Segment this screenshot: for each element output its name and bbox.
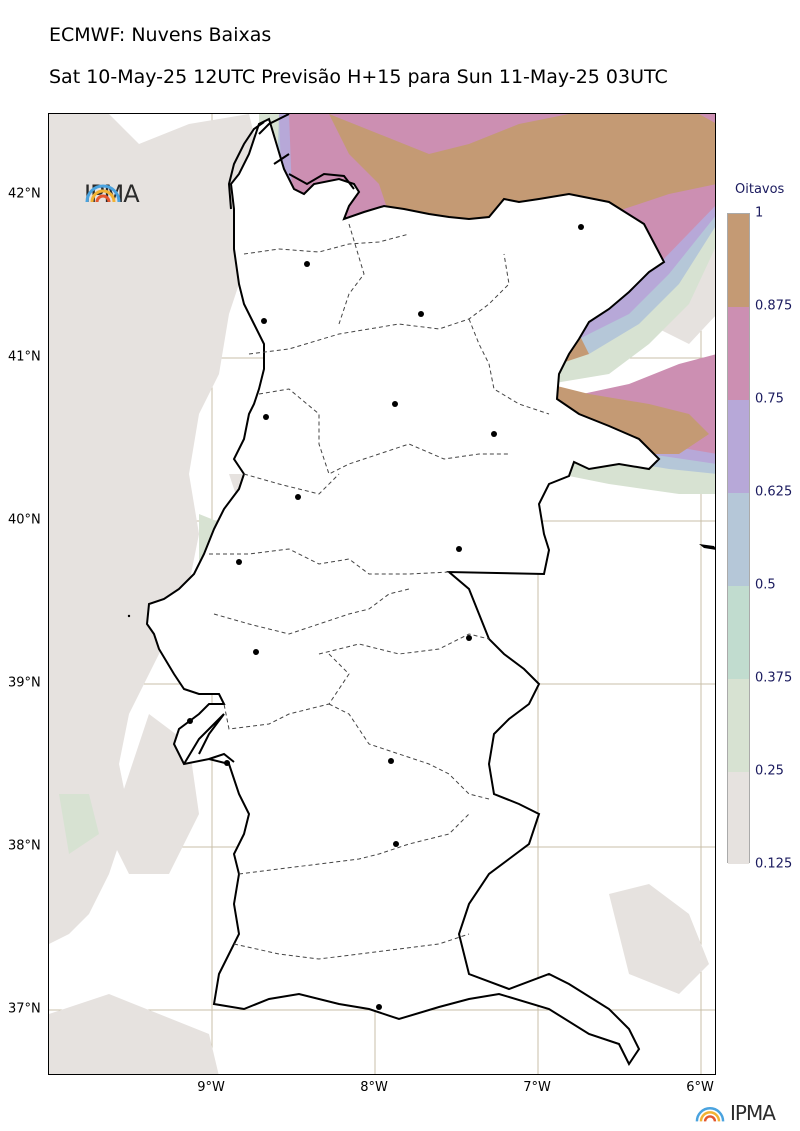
city-leiria — [236, 559, 242, 565]
colorbar — [727, 213, 750, 864]
ipma-logo-footer-text: IPMA — [730, 1101, 776, 1125]
ipma-logo-inner: IPMA — [84, 182, 140, 206]
colorbar-seg-5 — [728, 586, 749, 679]
city-evora — [388, 758, 394, 764]
colorbar-label-05: 0.5 — [755, 577, 776, 593]
city-braganca — [578, 224, 584, 230]
lon-label-9: 9°W — [197, 1080, 225, 1095]
city-setubal — [224, 760, 230, 766]
lat-label-37: 37°N — [8, 1001, 41, 1017]
lat-label-40: 40°N — [8, 512, 41, 528]
city-lisboa — [187, 718, 193, 724]
colorbar-seg-2 — [728, 307, 749, 400]
colorbar-seg-7 — [728, 772, 749, 864]
city-aveiro — [263, 414, 269, 420]
lat-label-42: 42°N — [8, 186, 41, 202]
city-porto — [261, 318, 267, 324]
city-santarem — [253, 649, 259, 655]
forecast-map: IPMA — [48, 113, 716, 1075]
colorbar-label-0125: 0.125 — [755, 856, 793, 872]
map-title: ECMWF: Nuvens Baixas — [49, 24, 272, 46]
city-guarda — [491, 431, 497, 437]
lat-label-38: 38°N — [8, 838, 41, 854]
berlengas-island — [127, 614, 131, 618]
city-viseu — [392, 401, 398, 407]
tagus-estuary — [183, 713, 235, 765]
ipma-rainbow-icon — [85, 184, 121, 203]
portugal-outline — [145, 117, 666, 1066]
city-markers — [187, 224, 584, 1010]
lat-label-41: 41°N — [8, 349, 41, 365]
lon-label-6: 6°W — [686, 1080, 714, 1095]
ipma-rainbow-icon-footer — [695, 1107, 725, 1122]
colorbar-label-0875: 0.875 — [755, 298, 793, 314]
lat-label-39: 39°N — [8, 675, 41, 691]
map-canvas — [49, 114, 715, 1074]
colorbar-seg-6 — [728, 679, 749, 772]
lon-label-7: 7°W — [523, 1080, 551, 1095]
city-beja — [393, 841, 399, 847]
colorbar-label-1: 1 — [755, 205, 764, 221]
colorbar-seg-4 — [728, 493, 749, 586]
colorbar-label-0625: 0.625 — [755, 484, 793, 500]
city-vila-real — [418, 311, 424, 317]
ipma-logo-footer: IPMA — [694, 1101, 776, 1125]
map-subtitle: Sat 10-May-25 12UTC Previsão H+15 para S… — [49, 66, 668, 88]
city-faro — [376, 1004, 382, 1010]
city-coimbra — [295, 494, 301, 500]
lon-label-8: 8°W — [360, 1080, 388, 1095]
colorbar-label-075: 0.75 — [755, 391, 784, 407]
colorbar-label-025: 0.25 — [755, 763, 784, 779]
colorbar-label-0375: 0.375 — [755, 670, 793, 686]
colorbar-seg-1 — [728, 214, 749, 307]
galicia-coast — [227, 114, 355, 210]
city-braga — [304, 261, 310, 267]
islet-east — [699, 544, 715, 550]
city-portalegre — [466, 635, 472, 641]
district-borders — [209, 223, 550, 960]
city-castelo-branco — [456, 546, 462, 552]
colorbar-seg-3 — [728, 400, 749, 493]
colorbar-title: Oitavos — [735, 182, 785, 197]
